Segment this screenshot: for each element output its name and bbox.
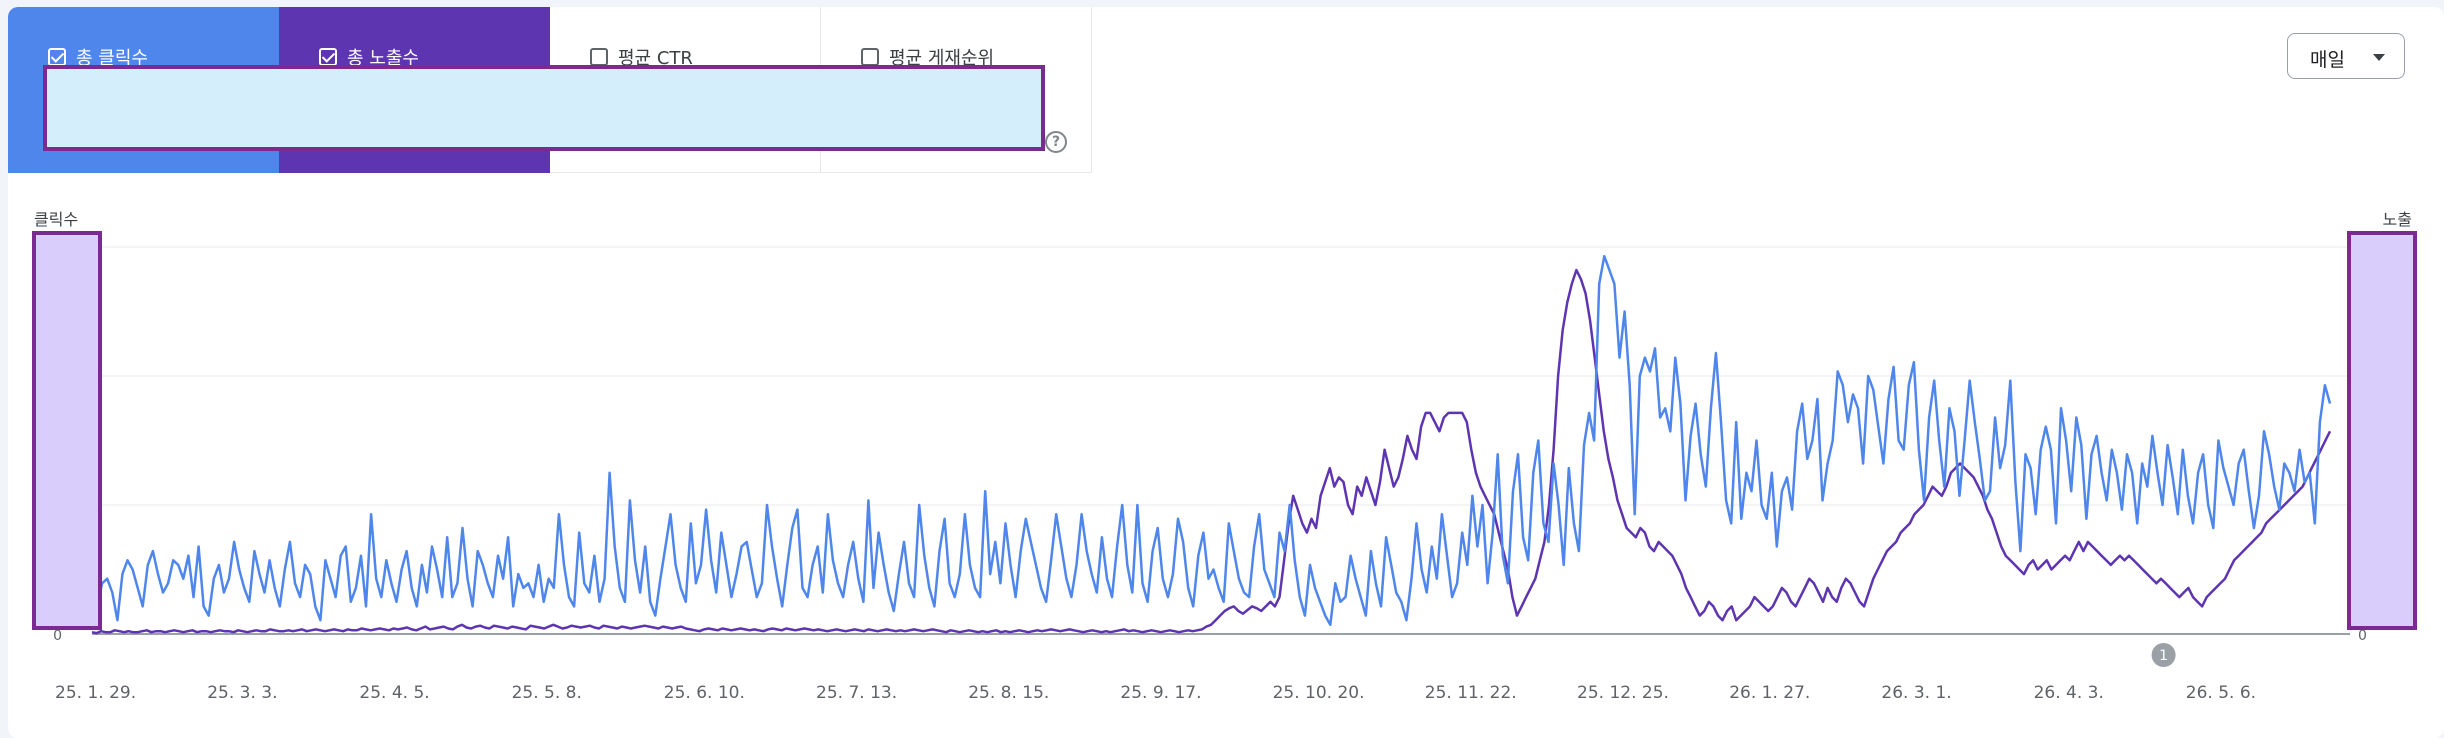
right-axis-zero-label: 0 — [2358, 628, 2367, 644]
chart-axes: 클릭수 노출 0 0 25. 1. 29. 25. 3. 3. 25. 4. 5. 25. 5… — [34, 210, 2412, 703]
x-tick-label: 25. 8. 15. — [968, 683, 1049, 703]
redaction-box-metric-values — [43, 65, 1045, 151]
annotation-marker-dot[interactable] — [2151, 643, 2176, 667]
redaction-box-left-axis — [32, 231, 102, 630]
x-tick-label: 25. 4. 5. — [359, 683, 429, 703]
x-tick-label: 25. 5. 8. — [512, 683, 582, 703]
chart-series — [90, 254, 2332, 635]
period-select-value: 매일 — [2310, 49, 2345, 71]
annotation-marker[interactable]: 1 — [2151, 643, 2176, 667]
x-tick-label: 26. 3. 1. — [1881, 683, 1951, 703]
metric-label: 총 노출수 — [347, 48, 419, 69]
x-tick-label: 25. 10. 20. — [1273, 683, 1365, 703]
x-tick-label: 25. 9. 17. — [1120, 683, 1201, 703]
performance-card: 총 클릭수 총 노출수 평균 CTR 평균 게재순위 ? 매일 — [8, 7, 2444, 738]
x-tick-label: 25. 12. 25. — [1577, 683, 1669, 703]
left-axis-zero-label: 0 — [53, 628, 62, 644]
x-tick-label: 26. 1. 27. — [1729, 683, 1810, 703]
x-tick-label: 25. 7. 13. — [816, 683, 897, 703]
x-tick-label: 25. 11. 22. — [1425, 683, 1517, 703]
metric-label: 평균 게재순위 — [889, 48, 995, 69]
metric-label: 평균 CTR — [618, 48, 693, 69]
x-tick-label: 25. 1. 29. — [55, 683, 136, 703]
annotation-marker-label: 1 — [2159, 648, 2168, 664]
redaction-box-right-axis — [2347, 231, 2417, 630]
chart-gridlines — [92, 246, 2350, 506]
x-tick-label: 25. 6. 10. — [664, 683, 745, 703]
x-tick-label: 26. 4. 3. — [2034, 683, 2104, 703]
x-tick-label: 26. 5. 6. — [2186, 683, 2256, 703]
series-line — [90, 254, 2332, 627]
period-select[interactable]: 매일 — [2287, 33, 2405, 79]
help-icon[interactable]: ? — [1045, 131, 1067, 153]
metric-label: 총 클릭수 — [76, 48, 148, 69]
left-axis-label: 클릭수 — [34, 210, 78, 229]
right-axis-label: 노출 — [2383, 210, 2412, 229]
x-tick-label: 25. 3. 3. — [207, 683, 277, 703]
caret-down-icon — [2373, 54, 2385, 61]
